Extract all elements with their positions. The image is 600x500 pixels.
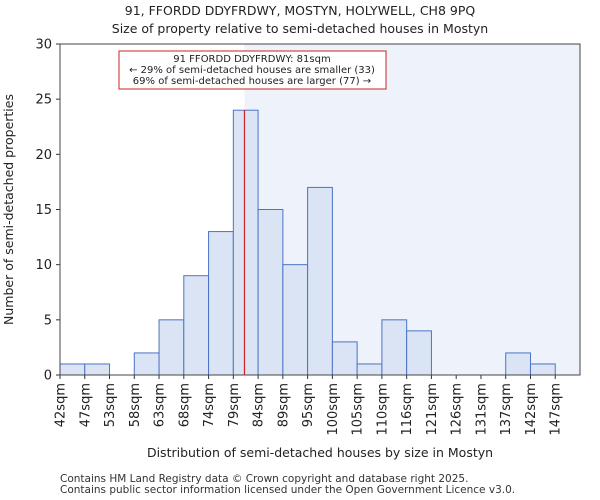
x-tick-label: 74sqm xyxy=(202,383,217,427)
chart-title: 91, FFORDD DDYFRDWY, MOSTYN, HOLYWELL, C… xyxy=(124,3,476,18)
x-tick-label: 116sqm xyxy=(400,383,415,436)
x-tick-label: 79sqm xyxy=(227,383,242,427)
footer-line-1: Contains HM Land Registry data © Crown c… xyxy=(60,473,469,485)
annotation-box: 91 FFORDD DDYFRDWY: 81sqm ← 29% of semi-… xyxy=(118,50,387,90)
x-tick-label: 58sqm xyxy=(128,383,143,427)
bar-105sqm xyxy=(356,363,383,376)
x-tick-label: 110sqm xyxy=(375,383,390,436)
x-tick-label: 68sqm xyxy=(177,383,192,427)
x-tick-label: 121sqm xyxy=(425,383,440,436)
bar-84sqm xyxy=(257,209,284,376)
annotation-line-1: 91 FFORDD DDYFRDWY: 81sqm xyxy=(173,54,330,65)
annotation-border xyxy=(118,50,387,90)
y-tick-label: 10 xyxy=(35,258,52,273)
y-tick-label: 0 xyxy=(44,369,52,384)
bar-89sqm xyxy=(282,264,309,376)
x-tick-label: 84sqm xyxy=(252,383,267,427)
bar-47sqm xyxy=(84,363,111,376)
bar-110sqm xyxy=(381,319,408,376)
y-tick-label: 25 xyxy=(35,93,52,108)
x-tick-label: 100sqm xyxy=(326,383,341,436)
x-tick-label: 105sqm xyxy=(351,383,366,436)
footer-line-2: Contains public sector information licen… xyxy=(60,484,516,496)
x-tick-label: 147sqm xyxy=(549,383,564,436)
bar-63sqm xyxy=(158,319,185,376)
bar-116sqm xyxy=(406,330,432,376)
y-tick-label: 5 xyxy=(44,313,52,328)
x-tick-label: 89sqm xyxy=(276,383,291,427)
x-tick-label: 131sqm xyxy=(474,383,489,436)
bar-137sqm xyxy=(505,352,531,376)
x-tick-label: 137sqm xyxy=(499,383,514,436)
bar-95sqm xyxy=(307,186,333,376)
x-tick-label: 142sqm xyxy=(524,383,539,436)
x-tick-label: 47sqm xyxy=(78,383,93,427)
bar-42sqm xyxy=(59,363,86,376)
x-tick-label: 42sqm xyxy=(54,383,69,427)
annotation-line-2: ← 29% of semi-detached houses are smalle… xyxy=(129,65,375,76)
y-tick-label: 30 xyxy=(35,38,52,53)
x-tick-label: 63sqm xyxy=(153,383,168,427)
x-tick-label: 95sqm xyxy=(301,383,316,427)
bar-58sqm xyxy=(133,352,160,376)
histogram-chart: 0 5 10 15 20 25 30 42sqm 47sqm 53sqm 58sqm 63sqm 68… xyxy=(1,38,581,460)
x-tick-label: 53sqm xyxy=(103,383,118,427)
bar-68sqm xyxy=(183,275,210,376)
bar-142sqm xyxy=(529,363,556,376)
chart-subtitle: Size of property relative to semi-detach… xyxy=(111,21,489,36)
x-tick-label: 126sqm xyxy=(450,383,465,436)
y-axis-label: Number of semi-detached properties xyxy=(1,94,16,325)
y-tick-label: 20 xyxy=(35,148,52,163)
bar-74sqm xyxy=(208,231,234,376)
annotation-line-3: 69% of semi-detached houses are larger (… xyxy=(133,76,371,87)
x-axis-label: Distribution of semi-detached houses by … xyxy=(147,445,493,460)
y-tick-label: 15 xyxy=(35,203,52,218)
axes-frame xyxy=(59,43,581,376)
bar-79sqm xyxy=(232,109,259,376)
bar-100sqm xyxy=(331,341,358,376)
